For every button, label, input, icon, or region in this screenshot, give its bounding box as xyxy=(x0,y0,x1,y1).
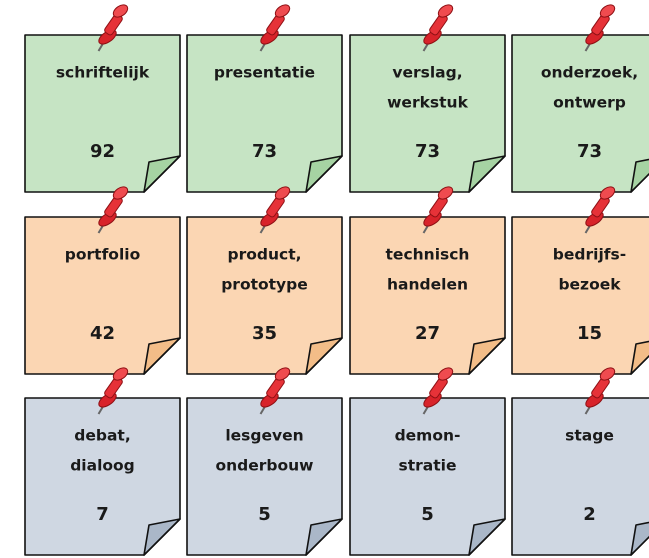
note-label: lesgeven xyxy=(225,427,303,445)
note-label: prototype xyxy=(221,276,308,294)
sticky-note: verslag, werkstuk 73 xyxy=(349,4,506,193)
pin-head xyxy=(274,367,291,381)
note-fold xyxy=(305,518,343,556)
note-label: presentatie xyxy=(214,64,315,82)
sticky-note: presentatie 73 xyxy=(186,4,343,193)
note-label: technisch xyxy=(386,246,470,264)
note-count: 73 xyxy=(415,141,440,162)
note-label: stage xyxy=(565,427,614,445)
note-paper xyxy=(511,397,649,556)
note-count: 35 xyxy=(252,323,277,344)
note-count: 5 xyxy=(421,504,434,525)
pin-head xyxy=(599,186,616,200)
note-label: schriftelijk xyxy=(56,64,150,82)
sticky-note: lesgeven onderbouw 5 xyxy=(186,367,343,556)
note-label: werkstuk xyxy=(387,94,468,112)
note-label: demon- xyxy=(395,427,461,445)
note-fold xyxy=(143,337,181,375)
note-label: bedrijfs- xyxy=(553,246,626,264)
note-fold xyxy=(305,337,343,375)
pin-head xyxy=(112,186,129,200)
pin-head xyxy=(112,4,129,18)
note-paper xyxy=(511,34,649,193)
sticky-note: product, prototype 35 xyxy=(186,186,343,375)
note-label: bezoek xyxy=(558,276,621,294)
note-fold xyxy=(143,155,181,193)
pin-head xyxy=(437,186,454,200)
pin-head xyxy=(274,4,291,18)
note-fold xyxy=(305,155,343,193)
sticky-note: portfolio 42 xyxy=(24,186,181,375)
note-count: 73 xyxy=(252,141,277,162)
sticky-note: schriftelijk 92 xyxy=(24,4,181,193)
note-count: 7 xyxy=(96,504,109,525)
note-count: 2 xyxy=(583,504,596,525)
note-count: 15 xyxy=(577,323,602,344)
note-fold xyxy=(630,521,649,556)
note-label: onderbouw xyxy=(215,457,313,475)
note-count: 27 xyxy=(415,323,440,344)
sticky-note: onderzoek, ontwerp 73 xyxy=(511,4,649,193)
note-fold xyxy=(468,518,506,556)
note-fold xyxy=(468,337,506,375)
note-label: product, xyxy=(227,246,301,264)
note-paper xyxy=(511,216,649,375)
pin-head xyxy=(274,186,291,200)
note-count: 92 xyxy=(90,141,115,162)
pin-head xyxy=(437,367,454,381)
note-label: portfolio xyxy=(65,246,140,264)
sticky-note: debat, dialoog 7 xyxy=(24,367,181,556)
note-label: dialoog xyxy=(70,457,135,475)
note-label: ontwerp xyxy=(553,94,626,112)
sticky-note: bedrijfs-bezoek 15 xyxy=(511,186,649,375)
pin-head xyxy=(599,367,616,381)
note-label: onderzoek, xyxy=(541,64,638,82)
pin-head xyxy=(437,4,454,18)
note-count: 42 xyxy=(90,323,115,344)
note-label: stratie xyxy=(399,457,457,475)
note-count: 5 xyxy=(258,504,271,525)
sticky-note: demon-stratie 5 xyxy=(349,367,506,556)
note-fold xyxy=(143,518,181,556)
note-count: 73 xyxy=(577,141,602,162)
note-label: verslag, xyxy=(392,64,462,82)
note-fold xyxy=(630,158,649,193)
pin-head xyxy=(599,4,616,18)
note-label: debat, xyxy=(74,427,130,445)
note-fold xyxy=(630,340,649,375)
sticky-note: stage 2 xyxy=(511,367,649,556)
pin-head xyxy=(112,367,129,381)
sticky-note: technisch handelen 27 xyxy=(349,186,506,375)
note-label: handelen xyxy=(387,276,468,294)
note-fold xyxy=(468,155,506,193)
